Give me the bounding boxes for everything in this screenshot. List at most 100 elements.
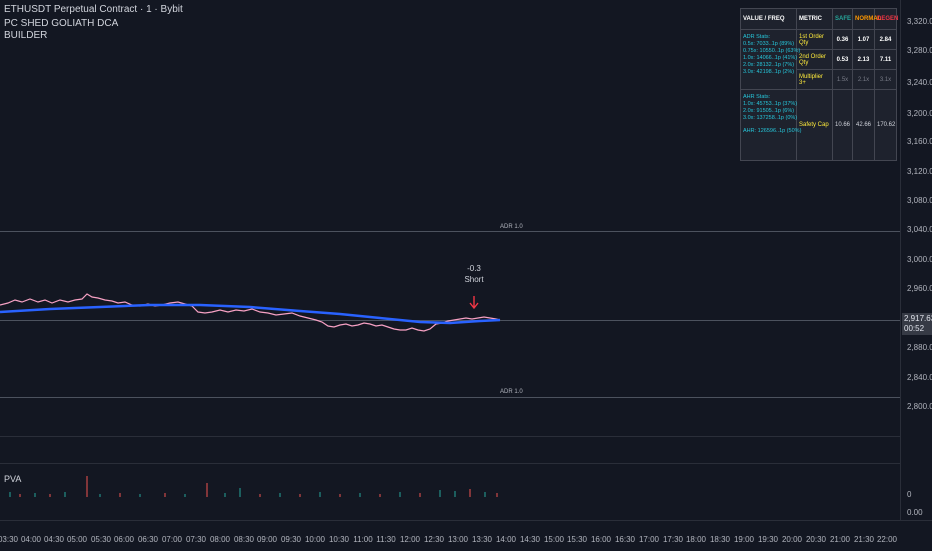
- time-tick: 18:30: [709, 535, 731, 544]
- time-tick: 07:30: [185, 535, 207, 544]
- time-tick: 13:00: [447, 535, 469, 544]
- time-tick: 05:00: [66, 535, 88, 544]
- time-tick: 07:00: [161, 535, 183, 544]
- ahr-stats-cell: AHR Stats: 1.0x: 45753..1p (37%) 2.0x: 9…: [740, 89, 802, 161]
- header-metric: METRIC: [796, 8, 833, 30]
- ahr-stat-line: 1.0x: 45753..1p (37%): [743, 101, 798, 107]
- signal-direction: Short: [464, 275, 484, 284]
- time-tick: 08:00: [209, 535, 231, 544]
- signal-value: -0.3: [467, 264, 481, 273]
- price-tick: 3,040.00: [907, 225, 932, 234]
- volume-bars: [9, 476, 498, 497]
- price-tick: 3,120.00: [907, 167, 932, 176]
- price-tick: 3,240.00: [907, 78, 932, 87]
- time-tick: 16:30: [614, 535, 636, 544]
- metric-second-order-qty: 2nd Order Qty: [796, 49, 833, 70]
- signal-down-arrow: [469, 296, 479, 310]
- pane-separator-upper[interactable]: [0, 436, 900, 437]
- header-value-freq: VALUE / FREQ: [740, 8, 797, 30]
- price-chart-canvas[interactable]: [0, 0, 900, 520]
- price-tick: 3,280.00: [907, 46, 932, 55]
- adr-stat-line: 0.5x: 7033..1p (89%): [743, 41, 795, 47]
- price-axis[interactable]: 3,320.00 3,280.00 3,240.00 3,200.00 3,16…: [900, 0, 932, 520]
- time-tick: 09:30: [280, 535, 302, 544]
- price-tick: 3,000.00: [907, 255, 932, 264]
- ahr-stat-line: 2.0x: 91505..1p (6%): [743, 108, 795, 114]
- header-degen: DEGEN: [874, 8, 898, 30]
- price-tick: 3,160.00: [907, 137, 932, 146]
- signal-label: -0.3 Short: [462, 263, 486, 285]
- time-tick: 03:30: [0, 535, 19, 544]
- time-tick: 19:30: [757, 535, 779, 544]
- adr-stat-line: 1.0x: 14066..1p (41%): [743, 55, 798, 61]
- adr-stat-line: 0.75x: 10550..1p (63%): [743, 48, 801, 54]
- time-tick: 12:30: [423, 535, 445, 544]
- indicator-name-line1[interactable]: PC SHED GOLIATH DCA: [4, 18, 119, 29]
- adr-lower-line[interactable]: [0, 397, 900, 398]
- first-order-safe: 0.36: [832, 29, 853, 50]
- time-tick: 16:00: [590, 535, 612, 544]
- time-tick: 21:00: [829, 535, 851, 544]
- time-tick: 10:30: [328, 535, 350, 544]
- time-tick: 20:30: [805, 535, 827, 544]
- time-tick: 15:00: [543, 535, 565, 544]
- time-tick: 17:30: [662, 535, 684, 544]
- time-tick: 17:00: [638, 535, 660, 544]
- time-tick: 20:00: [781, 535, 803, 544]
- price-line: [0, 293, 501, 332]
- time-axis[interactable]: 03:30 04:00 04:30 05:00 05:30 06:00 06:3…: [0, 520, 932, 551]
- ahr-stats-title: AHR Stats:: [743, 94, 771, 100]
- adr-stats-title: ADR Stats:: [743, 34, 771, 40]
- time-tick: 14:30: [519, 535, 541, 544]
- symbol-title[interactable]: ETHUSDT Perpetual Contract · 1 · Bybit: [4, 4, 183, 15]
- time-tick: 19:00: [733, 535, 755, 544]
- time-tick: 06:00: [113, 535, 135, 544]
- time-tick: 05:30: [90, 535, 112, 544]
- ahr-stat-line: 3.0x: 137258..1p (0%): [743, 115, 798, 121]
- dca-stats-table: VALUE / FREQ METRIC SAFE NORMAL DEGEN AD…: [740, 8, 898, 161]
- time-tick: 06:30: [137, 535, 159, 544]
- second-order-normal: 2.13: [852, 49, 875, 70]
- time-tick: 14:00: [495, 535, 517, 544]
- time-tick: 04:00: [20, 535, 42, 544]
- time-tick: 21:30: [853, 535, 875, 544]
- time-tick: 11:30: [376, 535, 396, 544]
- time-tick: 08:30: [233, 535, 255, 544]
- pane-separator-lower[interactable]: [0, 463, 900, 464]
- indicator-name-line2[interactable]: BUILDER: [4, 30, 48, 41]
- price-tick: 3,320.00: [907, 17, 932, 26]
- adr-stat-line: 2.0x: 28132..1p (7%): [743, 62, 795, 68]
- first-order-degen: 2.84: [874, 29, 897, 50]
- safety-cap-degen: 170.62: [874, 89, 897, 161]
- header-normal: NORMAL: [852, 8, 881, 30]
- price-tick: 2,960.00: [907, 284, 932, 293]
- time-tick: 18:00: [685, 535, 707, 544]
- time-tick: 22:00: [876, 535, 898, 544]
- volume-pane-label[interactable]: PVA: [4, 474, 22, 484]
- bottom-value-tick: 0.00: [907, 508, 923, 517]
- time-tick: 04:30: [43, 535, 65, 544]
- price-tick: 2,880.00: [907, 343, 932, 352]
- time-tick: 13:30: [471, 535, 493, 544]
- second-order-safe: 0.53: [832, 49, 853, 70]
- last-price-badge[interactable]: 2,917.63 00:52: [902, 313, 932, 335]
- adr-upper-label: ADR 1.0: [500, 224, 523, 230]
- multiplier-normal: 2.1x: [852, 69, 875, 90]
- price-tick: 3,200.00: [907, 109, 932, 118]
- safety-cap-safe: 10.66: [832, 89, 853, 161]
- multiplier-degen: 3.1x: [874, 69, 897, 90]
- moving-average-line: [0, 303, 501, 325]
- second-order-degen: 7.11: [874, 49, 897, 70]
- adr-stat-line: 3.0x: 42198..1p (2%): [743, 69, 795, 75]
- price-tick: 2,840.00: [907, 373, 932, 382]
- safety-cap-normal: 42.66: [852, 89, 875, 161]
- time-tick: 12:00: [399, 535, 421, 544]
- ahr-summary-line: AHR: 126596..1p (50%): [743, 128, 802, 134]
- time-tick: 15:30: [566, 535, 588, 544]
- header-safe: SAFE: [832, 8, 853, 30]
- volume-zero-tick: 0: [907, 490, 912, 499]
- adr-upper-line[interactable]: [0, 231, 900, 232]
- metric-multiplier: Multiplier 3+: [796, 69, 833, 90]
- price-tick: 3,080.00: [907, 196, 932, 205]
- first-order-normal: 1.07: [852, 29, 875, 50]
